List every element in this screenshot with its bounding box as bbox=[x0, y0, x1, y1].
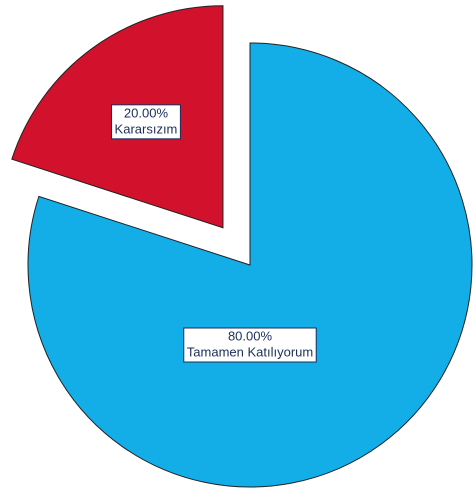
label-box bbox=[111, 104, 181, 140]
pie-slice bbox=[27, 42, 473, 488]
slice-value-label: 80.00% bbox=[228, 328, 273, 343]
slice-value-label: 20.00% bbox=[124, 105, 169, 120]
slice-label: 80.00%Tamamen Katılıyorum bbox=[183, 327, 317, 363]
slice-category-label: Tamamen Katılıyorum bbox=[187, 344, 313, 359]
label-box bbox=[183, 327, 317, 363]
slice-category-label: Kararsızım bbox=[115, 121, 178, 136]
slice-label: 20.00%Kararsızım bbox=[111, 104, 181, 140]
